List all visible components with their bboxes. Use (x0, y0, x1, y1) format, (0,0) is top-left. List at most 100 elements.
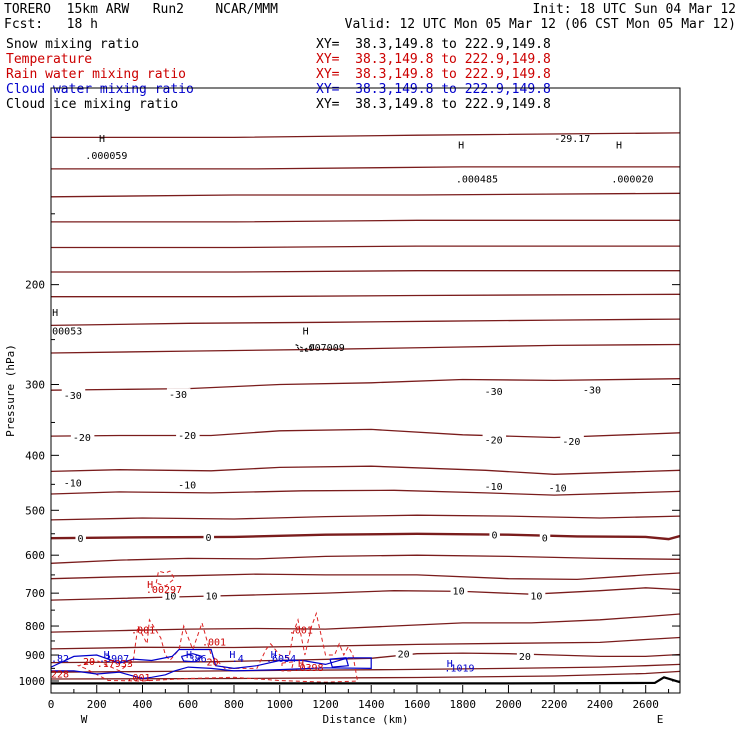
contour-annotation: H (104, 650, 110, 661)
isotherm-label-bg (166, 388, 191, 400)
isotherm-line (51, 318, 680, 327)
isotherm-label: 20 (398, 650, 410, 661)
contour-annotation: 20 (207, 658, 219, 669)
isotherm-label-bg (61, 388, 86, 400)
cloud-water-contour (329, 657, 350, 668)
x-axis-label: Distance (km) (322, 713, 408, 726)
isotherm-label: 10 (453, 587, 465, 598)
isotherm-line (51, 219, 680, 223)
y-tick-label: 200 (25, 279, 45, 292)
y-tick-label: 600 (25, 549, 45, 562)
isotherm-line (51, 378, 680, 391)
isotherm-line (51, 192, 680, 198)
cloud-water-contour (180, 653, 204, 663)
contour-annotation: .17933 (97, 659, 133, 670)
isotherm-line (51, 489, 680, 496)
x-tick-label: 400 (133, 698, 153, 711)
legend-xy: XY= 38.3,149.8 to 222.9,149.8 (316, 67, 551, 82)
isotherm-label: -10 (485, 482, 503, 493)
isotherm-label-bg (560, 434, 584, 446)
x-tick-label: 200 (87, 698, 107, 711)
contour-annotation: H (458, 140, 464, 151)
x-tick-label: 600 (178, 698, 198, 711)
isotherm-label: 10 (206, 592, 218, 603)
contour-annotation: .6054 (266, 654, 296, 665)
contour-annotation: H (271, 650, 277, 661)
y-tick-label: 500 (25, 504, 45, 517)
contour-annotation: H (616, 140, 622, 151)
contour-annotation: H (99, 134, 105, 145)
contour-annotation: 20 (83, 657, 95, 668)
isotherm-label: -20 (178, 431, 196, 442)
rain-water-contour (155, 570, 176, 587)
isotherm-label-bg (395, 647, 413, 659)
contour-annotation: .001 (202, 637, 226, 648)
isotherm-label: -30 (583, 385, 601, 396)
cloud-water-contour (51, 648, 372, 680)
y-tick-label: 700 (25, 587, 45, 600)
isotherm-line (51, 428, 680, 439)
isotherm-label: 10 (164, 592, 176, 603)
x-tick-label: 2000 (495, 698, 522, 711)
isotherm-label: -30 (64, 391, 82, 402)
x-tick-label: 1600 (404, 698, 431, 711)
isotherm-label: 0 (491, 531, 497, 542)
isotherm-label-bg (528, 589, 546, 601)
isotherm-line (51, 166, 680, 170)
rain-water-contour (281, 661, 295, 672)
x-tick-label: 1400 (358, 698, 385, 711)
isotherm-label-bg (75, 532, 86, 544)
isotherm-label: -10 (549, 484, 567, 495)
isotherm-line (51, 532, 680, 541)
isotherm-label-bg (203, 530, 215, 542)
contour-annotation: .001 (126, 673, 150, 684)
isotherm-label: 10 (530, 592, 542, 603)
contour-annotation: 228 (51, 669, 69, 680)
isotherm-label-bg (162, 589, 180, 601)
x-end-right: E (657, 713, 664, 726)
isotherm-label: -10 (178, 480, 196, 491)
isotherm-label-bg (70, 430, 95, 442)
isotherm-label: -30 (169, 390, 187, 401)
isotherm-line (51, 270, 680, 273)
isotherm-line (51, 343, 680, 354)
contour-annotation: .1019 (444, 663, 474, 674)
header-valid: Valid: 12 UTC Mon 05 Mar 12 (06 CST Mon … (344, 17, 736, 32)
contour-annotation: .001 (289, 626, 313, 637)
isotherm-label-bg (482, 479, 507, 491)
isotherm-label: 0 (77, 534, 83, 545)
isotherm-label: -10 (64, 479, 82, 490)
legend-xy: XY= 38.3,149.8 to 222.9,149.8 (316, 97, 551, 112)
contour-annotation: H (186, 650, 192, 661)
contour-annotation: .001 (131, 626, 155, 637)
contour-annotation: H (447, 659, 453, 670)
contour-annotation: H (303, 327, 309, 338)
isotherm-label: -30 (485, 387, 503, 398)
x-end-left: W (81, 713, 88, 726)
ground-surface (51, 676, 680, 685)
y-tick-label: 400 (25, 449, 45, 462)
isotherm-label: 0 (542, 533, 548, 544)
isotherm-line (51, 132, 680, 139)
legend-name: Snow mixing ratio (6, 37, 140, 52)
contour-annotation: .0398 (293, 663, 323, 674)
isotherm-line (51, 514, 680, 521)
isotherm-label: 0 (206, 533, 212, 544)
x-tick-label: 2400 (587, 698, 614, 711)
contour-annotation: .000020 (611, 174, 653, 185)
x-tick-label: 1200 (312, 698, 339, 711)
isotherm-label-bg (203, 589, 221, 601)
isotherm-label-bg (450, 584, 468, 596)
legend-name: Rain water mixing ratio (6, 67, 187, 82)
x-tick-label: 2200 (541, 698, 568, 711)
y-tick-label: 1000 (19, 675, 46, 688)
isotherm-line (51, 663, 680, 673)
plot-frame (50, 87, 681, 694)
y-tick-label: 300 (25, 378, 45, 391)
isotherm-label-bg (61, 476, 86, 488)
isotherm-label: -20 (73, 433, 91, 444)
isotherm-label: -20 (562, 437, 580, 448)
isotherm-label-bg (539, 531, 551, 543)
isotherm-label-bg (482, 433, 507, 445)
contour-annotation: H (52, 308, 58, 319)
